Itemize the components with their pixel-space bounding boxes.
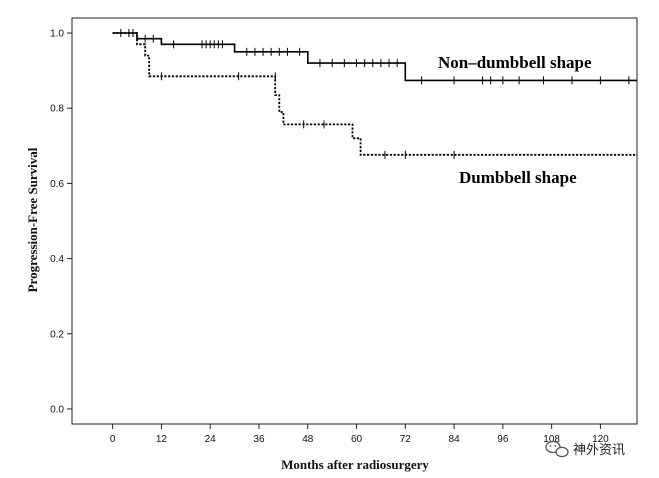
x-tick-label: 36 bbox=[253, 434, 265, 445]
x-tick-label: 0 bbox=[110, 434, 116, 445]
series-layer bbox=[112, 29, 637, 159]
x-axis-title: Months after radiosurgery bbox=[281, 457, 429, 472]
y-tick-label: 0.6 bbox=[50, 179, 64, 190]
x-tick-label: 84 bbox=[449, 434, 461, 445]
x-tick-label: 24 bbox=[205, 434, 217, 445]
x-tick-label: 96 bbox=[497, 434, 509, 445]
series-line-non-dumbbell bbox=[112, 32, 637, 82]
x-tick-label: 72 bbox=[400, 434, 412, 445]
wechat-bubble-icon bbox=[545, 440, 569, 458]
x-tick-label: 108 bbox=[543, 434, 560, 445]
y-tick-label: 0.0 bbox=[50, 404, 64, 415]
x-tick-label: 48 bbox=[302, 434, 314, 445]
plot-frame bbox=[71, 17, 638, 425]
annotation-non-dumbbell: Non–dumbbell shape bbox=[438, 53, 592, 72]
x-tick-label: 120 bbox=[592, 434, 609, 445]
y-tick-label: 1.0 bbox=[50, 29, 64, 40]
x-tick-label: 60 bbox=[351, 434, 363, 445]
y-tick-label: 0.4 bbox=[50, 254, 64, 265]
watermark: 神外资讯 bbox=[545, 440, 625, 458]
annotation-dumbbell: Dumbbell shape bbox=[459, 168, 577, 187]
y-tick-label: 0.8 bbox=[50, 104, 64, 115]
watermark-text: 神外资讯 bbox=[573, 443, 625, 458]
series-line-dumbbell bbox=[112, 32, 637, 156]
x-tick-label: 12 bbox=[156, 434, 168, 445]
axes: 0.0 0.2 0.4 0.6 0.8 1.0 0 12 24 36 48 60 72 84 96 108 12… bbox=[50, 17, 638, 445]
y-tick-label: 0.2 bbox=[50, 329, 64, 340]
y-axis-title: Progression-Free Survival bbox=[25, 147, 40, 292]
